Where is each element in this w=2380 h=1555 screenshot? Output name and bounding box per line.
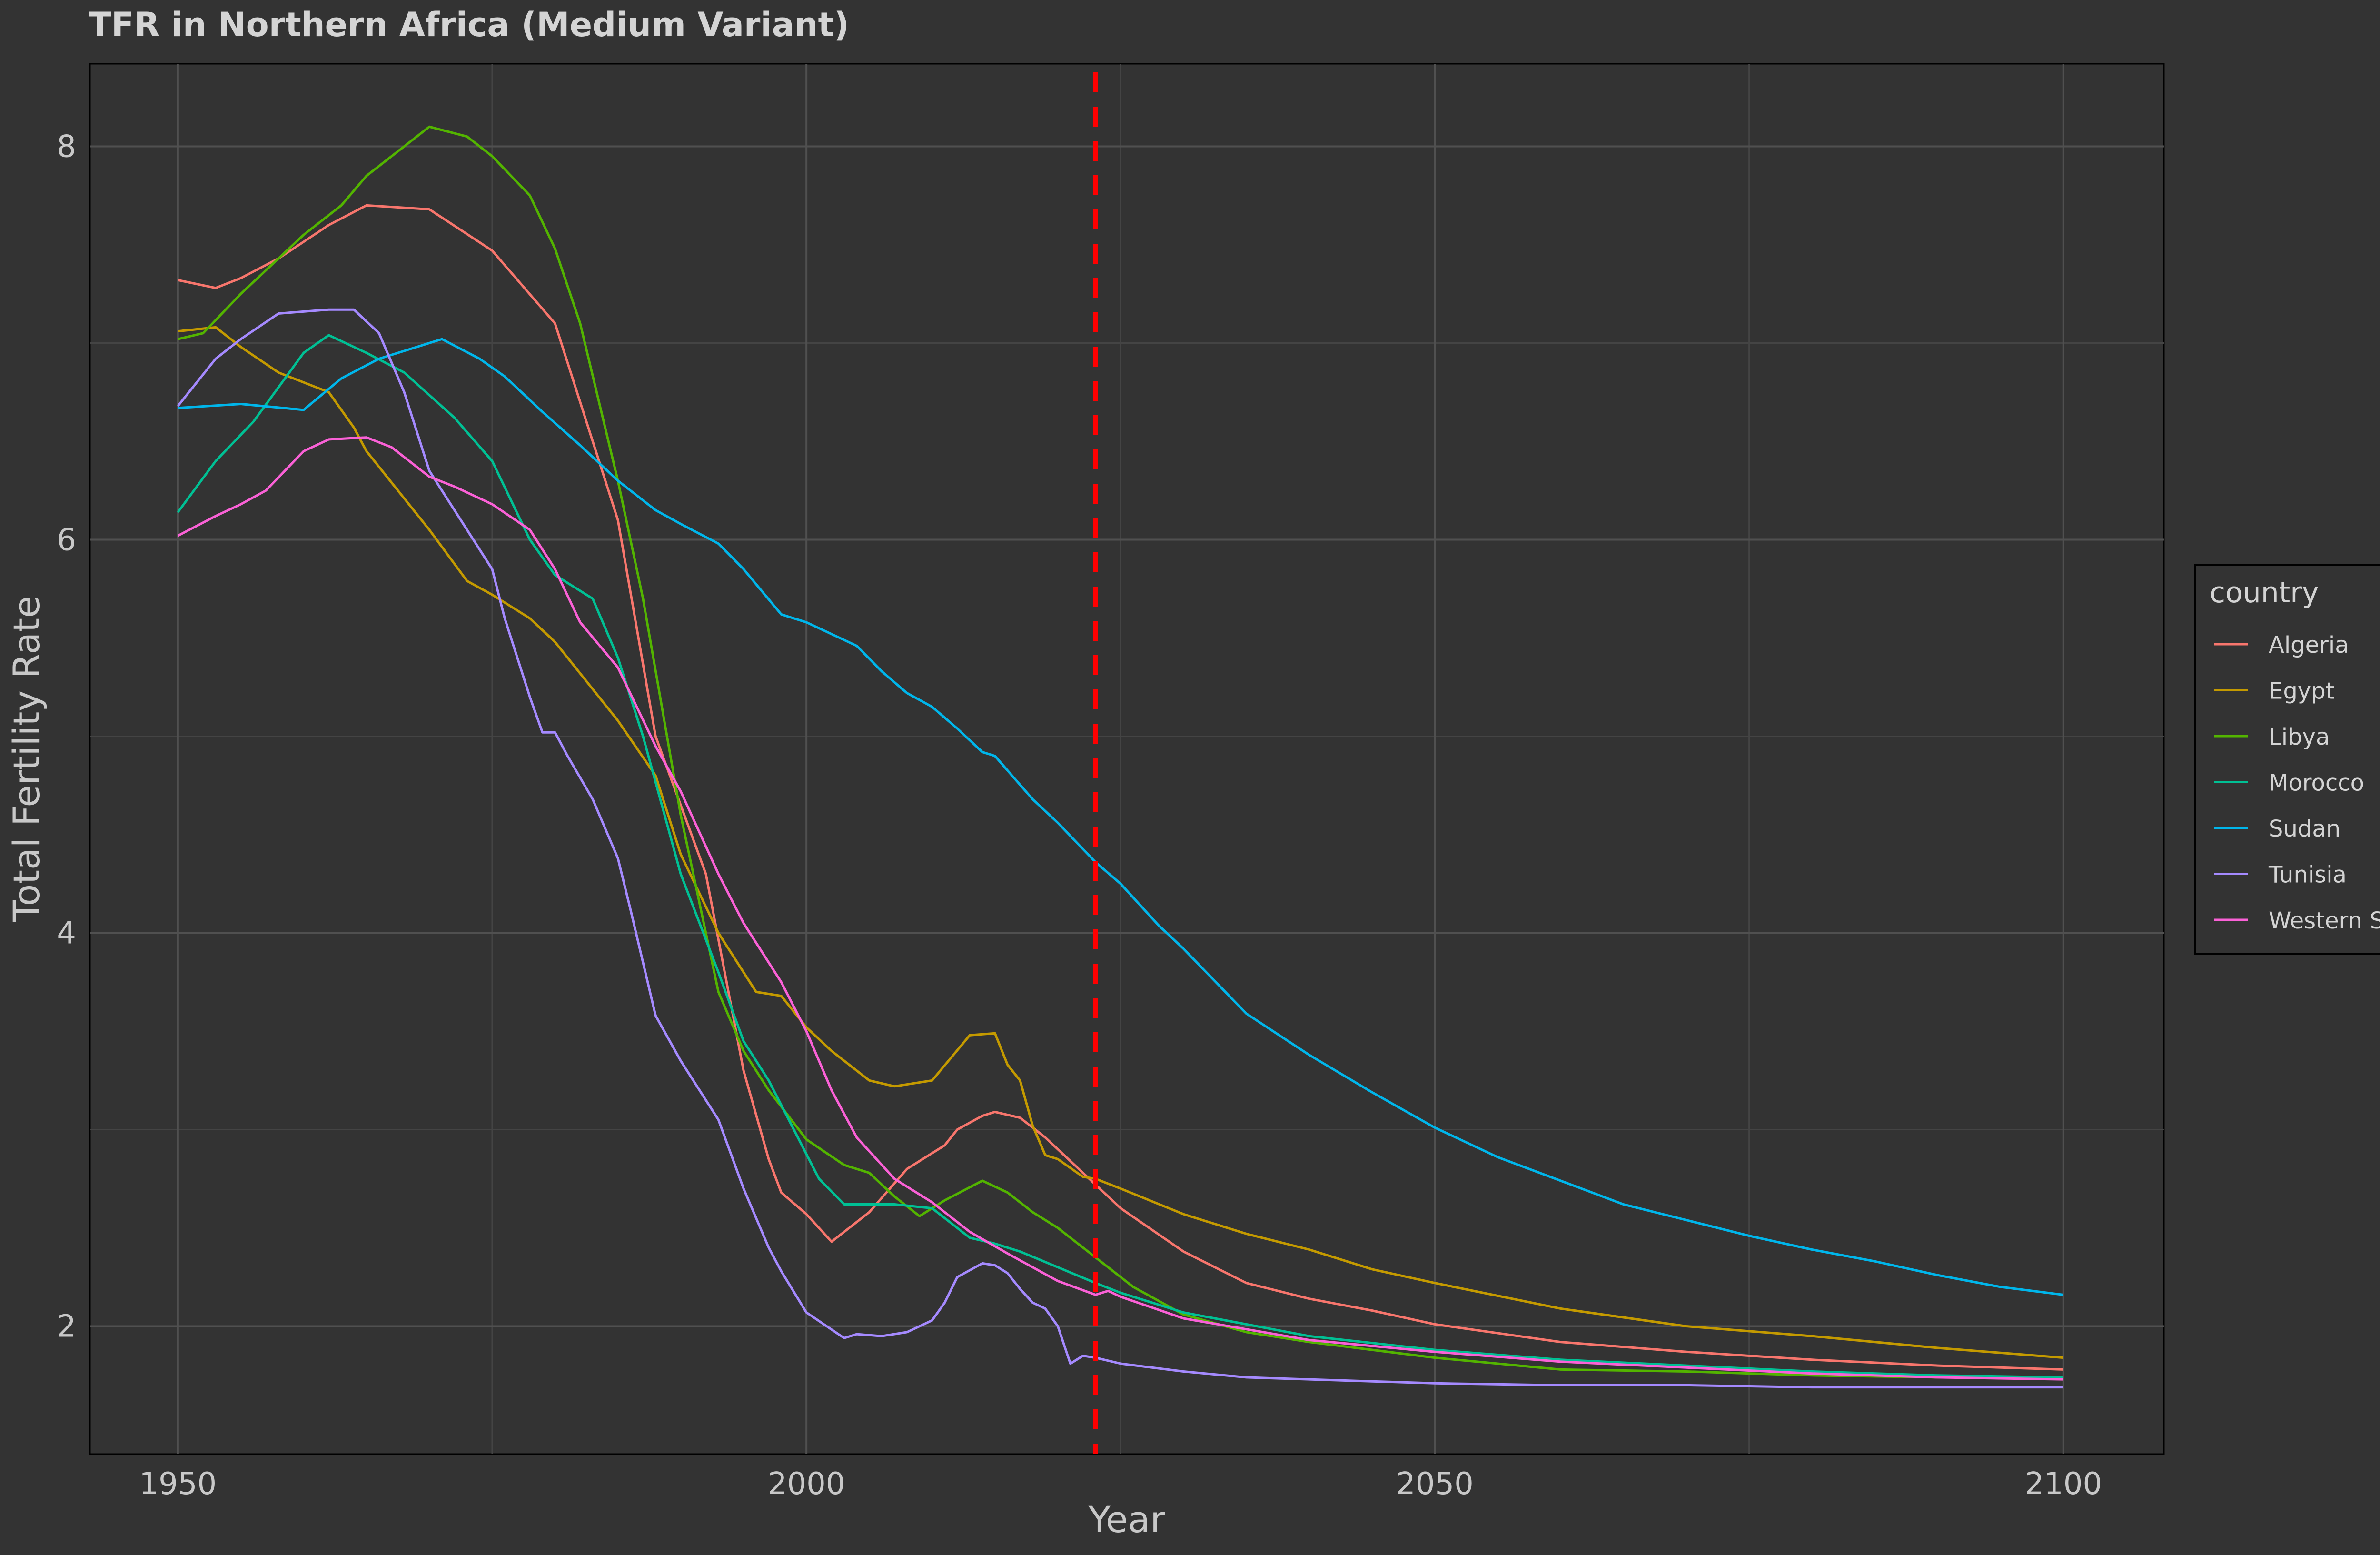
plot-panel — [89, 63, 2165, 1455]
minor-gridlines — [90, 64, 2164, 1454]
y-tick-label: 4 — [57, 916, 76, 951]
series-line-libya — [178, 125, 2063, 1379]
legend-box — [2194, 564, 2380, 955]
x-tick-label: 2050 — [1396, 1466, 1474, 1502]
series-line-western-sahara — [177, 436, 2063, 1381]
legend-items: Algeria Egypt Libya Morocco Sudan Tunisia West… — [2214, 632, 2380, 934]
legend-label: Egypt — [2269, 678, 2335, 705]
y-tick-label: 8 — [57, 129, 76, 164]
legend-label: Algeria — [2269, 632, 2349, 658]
series-line-egypt — [178, 326, 2063, 1359]
y-axis-title: Total Fertility Rate — [5, 596, 48, 923]
y-tick-label: 2 — [57, 1309, 76, 1345]
x-axis-title: Year — [1088, 1498, 1166, 1541]
x-tick-label: 1950 — [139, 1466, 217, 1502]
y-axis-ticks: 2 4 6 8 — [57, 129, 76, 1344]
x-axis-ticks: 1950 2000 2050 2100 — [139, 1466, 2102, 1502]
legend-label: Sudan — [2269, 816, 2340, 842]
legend-title: country — [2210, 576, 2319, 609]
x-tick-label: 2100 — [2024, 1466, 2102, 1502]
series-layer — [177, 125, 2064, 1389]
legend-label: Morocco — [2269, 770, 2364, 797]
series-line-algeria — [178, 204, 2063, 1371]
chart-title: TFR in Northern Africa (Medium Variant) — [89, 5, 849, 44]
legend-label: Tunisia — [2268, 862, 2347, 888]
series-line-morocco — [177, 334, 2063, 1379]
legend: country Algeria Egypt Libya Morocco Sudan Tun… — [2194, 564, 2380, 955]
legend-label: Libya — [2269, 724, 2330, 750]
series-line-sudan — [178, 338, 2064, 1296]
x-tick-label: 2000 — [768, 1466, 845, 1502]
y-tick-label: 6 — [57, 522, 76, 558]
legend-label: Western Sahara — [2269, 907, 2380, 934]
